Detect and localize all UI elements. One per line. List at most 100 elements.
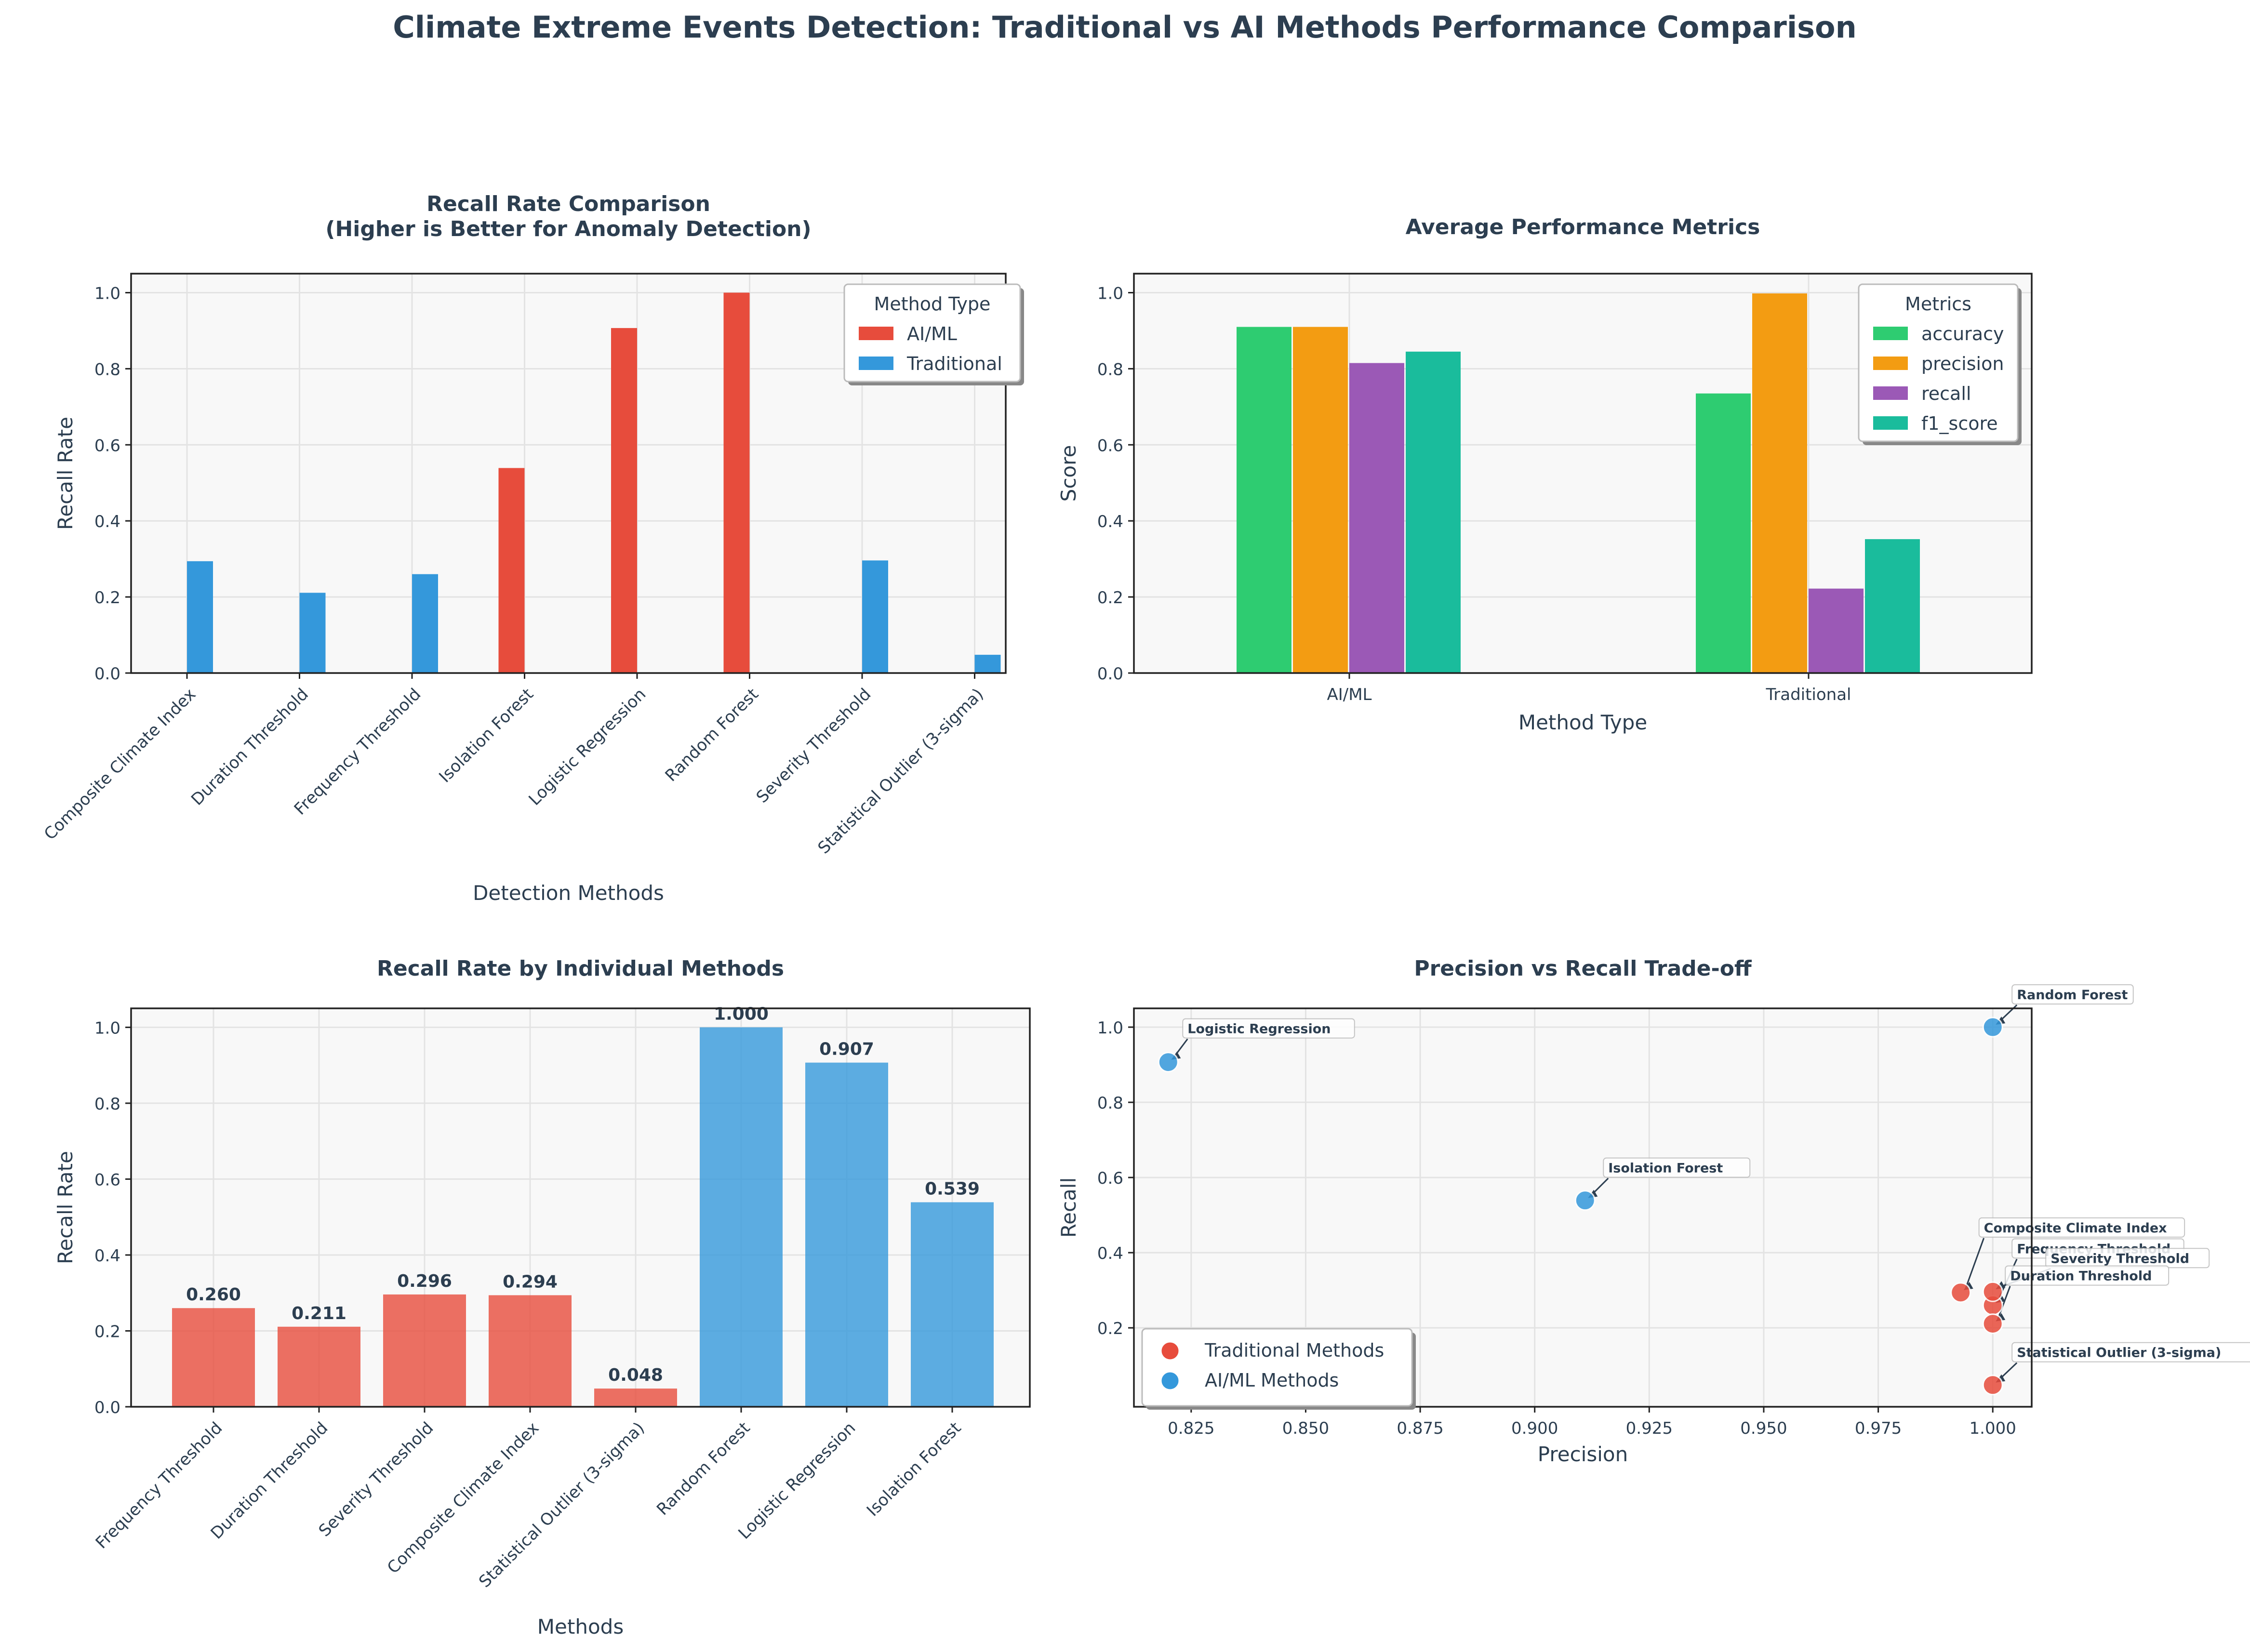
chart-title: Precision vs Recall Trade-off: [1414, 956, 1752, 981]
axes-frame: [130, 273, 1007, 674]
bar: [1809, 588, 1864, 673]
x-tick-label: 0.875: [1397, 1419, 1443, 1438]
y-tick-label: 1.0: [1097, 284, 1123, 303]
bar: [1237, 327, 1291, 673]
x-tick-label: Traditional: [1765, 685, 1851, 704]
legend-label: precision: [1921, 353, 2004, 374]
annotation-box: [2011, 984, 2134, 1005]
annotations: Composite Climate IndexFrequency Thresho…: [1171, 984, 2250, 1383]
y-tick-label: 1.0: [94, 284, 120, 303]
bar: [498, 468, 525, 673]
y-axis-label: Recall Rate: [53, 417, 77, 530]
legend-label: AI/ML Methods: [1205, 1370, 1339, 1391]
y-tick-label: 0.6: [94, 1170, 120, 1189]
y-tick-label: 0.4: [94, 1246, 120, 1266]
legend: [1141, 1328, 1413, 1407]
annotation-box: [2005, 1265, 2170, 1286]
y-tick-label: 0.6: [94, 436, 120, 455]
x-tick-label: 1.000: [1970, 1419, 2016, 1438]
bar: [1696, 393, 1751, 673]
x-tick-label: Composite Climate Index: [40, 685, 200, 844]
x-tick-label: Frequency Threshold: [291, 685, 425, 819]
y-tick-label: 0.6: [1097, 436, 1123, 455]
bar: [1293, 327, 1348, 673]
points: [1158, 1017, 2003, 1396]
x-tick-label: 0.925: [1626, 1419, 1673, 1438]
annotation-label: Severity Threshold: [2050, 1251, 2189, 1266]
legend-swatch: [1873, 327, 1908, 340]
annotation-box: [1603, 1157, 1751, 1178]
y-tick-label: 0.2: [94, 1322, 120, 1341]
x-tick-label: Logistic Regression: [525, 685, 650, 809]
data-label: 0.211: [292, 1304, 346, 1323]
annotation-label: Composite Climate Index: [1984, 1221, 2167, 1236]
x-tick-label: Random Forest: [662, 685, 762, 785]
bar: [1752, 293, 1807, 673]
bar: [723, 292, 750, 673]
y-tick-label: 0.0: [94, 1398, 120, 1417]
y-axis-label: Recall Rate: [53, 1151, 77, 1264]
legend-label: recall: [1921, 383, 1971, 404]
bar: [172, 1308, 255, 1407]
bar: [278, 1326, 360, 1407]
y-tick-label: 0.0: [1097, 664, 1123, 684]
bar: [911, 1202, 994, 1407]
y-tick-label: 0.8: [1097, 360, 1123, 379]
x-tick-label: Duration Threshold: [187, 685, 312, 809]
x-tick-label: 0.900: [1511, 1419, 1558, 1438]
figure-title: Climate Extreme Events Detection: Tradit…: [393, 10, 1857, 45]
x-tick-label: Isolation Forest: [435, 685, 537, 787]
bar: [412, 574, 438, 673]
data-label: 0.260: [186, 1285, 241, 1305]
y-tick-label: 1.0: [94, 1018, 120, 1038]
legend-swatch: [859, 327, 893, 340]
bar: [862, 560, 888, 673]
y-tick-label: 0.4: [1097, 512, 1123, 531]
bar: [1865, 539, 1920, 673]
x-axis-label: Methods: [537, 1615, 624, 1639]
axes-frame: [1133, 273, 2033, 674]
bar: [1349, 363, 1404, 673]
scatter-point: [1574, 1190, 1596, 1211]
bar: [594, 1388, 677, 1407]
bar: [187, 561, 213, 673]
scatter-point: [1950, 1282, 1971, 1303]
x-axis-label: Method Type: [1518, 711, 1647, 734]
data-label: 1.000: [714, 1004, 769, 1024]
individual-recall-chart: 0.0 0.2 0.4 0.6 0.8 1.0 0.260 0.211 0.296 0.294 0.…: [53, 956, 1031, 1639]
legend-swatch: [859, 357, 893, 370]
scatter-point: [1982, 1374, 2003, 1396]
y-tick-label: 0.8: [1097, 1094, 1123, 1113]
x-tick-label: Statistical Outlier (3-sigma): [475, 1418, 648, 1591]
data-label: 0.296: [397, 1271, 452, 1291]
y-tick-label: 0.4: [94, 512, 120, 531]
bar: [383, 1294, 466, 1407]
bar: [700, 1027, 783, 1407]
axes-frame: [130, 1007, 1031, 1408]
x-tick-label: Frequency Threshold: [92, 1418, 226, 1553]
x-tick-label: 0.950: [1740, 1419, 1787, 1438]
x-tick-label: Severity Threshold: [315, 1418, 438, 1541]
annotation-box: [2011, 1342, 2250, 1362]
legend-marker: [1160, 1371, 1180, 1391]
bar: [611, 328, 637, 673]
x-tick-label: Random Forest: [653, 1418, 754, 1519]
legend: [1858, 283, 2019, 442]
scatter-point: [1982, 1281, 2003, 1302]
y-tick-label: 0.2: [1097, 588, 1123, 608]
bar: [805, 1062, 888, 1407]
data-label: 0.048: [608, 1365, 663, 1385]
legend-label: Traditional Methods: [1204, 1340, 1384, 1361]
legend-marker: [1160, 1341, 1180, 1361]
y-tick-label: 0.2: [1097, 1319, 1123, 1338]
annotation-box: [1978, 1217, 2185, 1238]
scatter-point: [1158, 1052, 1179, 1073]
y-tick-label: 0.8: [94, 360, 120, 379]
legend-title: Method Type: [874, 293, 991, 315]
chart-title: Recall Rate Comparison: [426, 192, 710, 216]
bar: [299, 593, 326, 673]
data-label: 0.294: [503, 1272, 558, 1292]
axes-frame: [1133, 1007, 2033, 1408]
x-tick-label: AI/ML: [1327, 685, 1371, 704]
